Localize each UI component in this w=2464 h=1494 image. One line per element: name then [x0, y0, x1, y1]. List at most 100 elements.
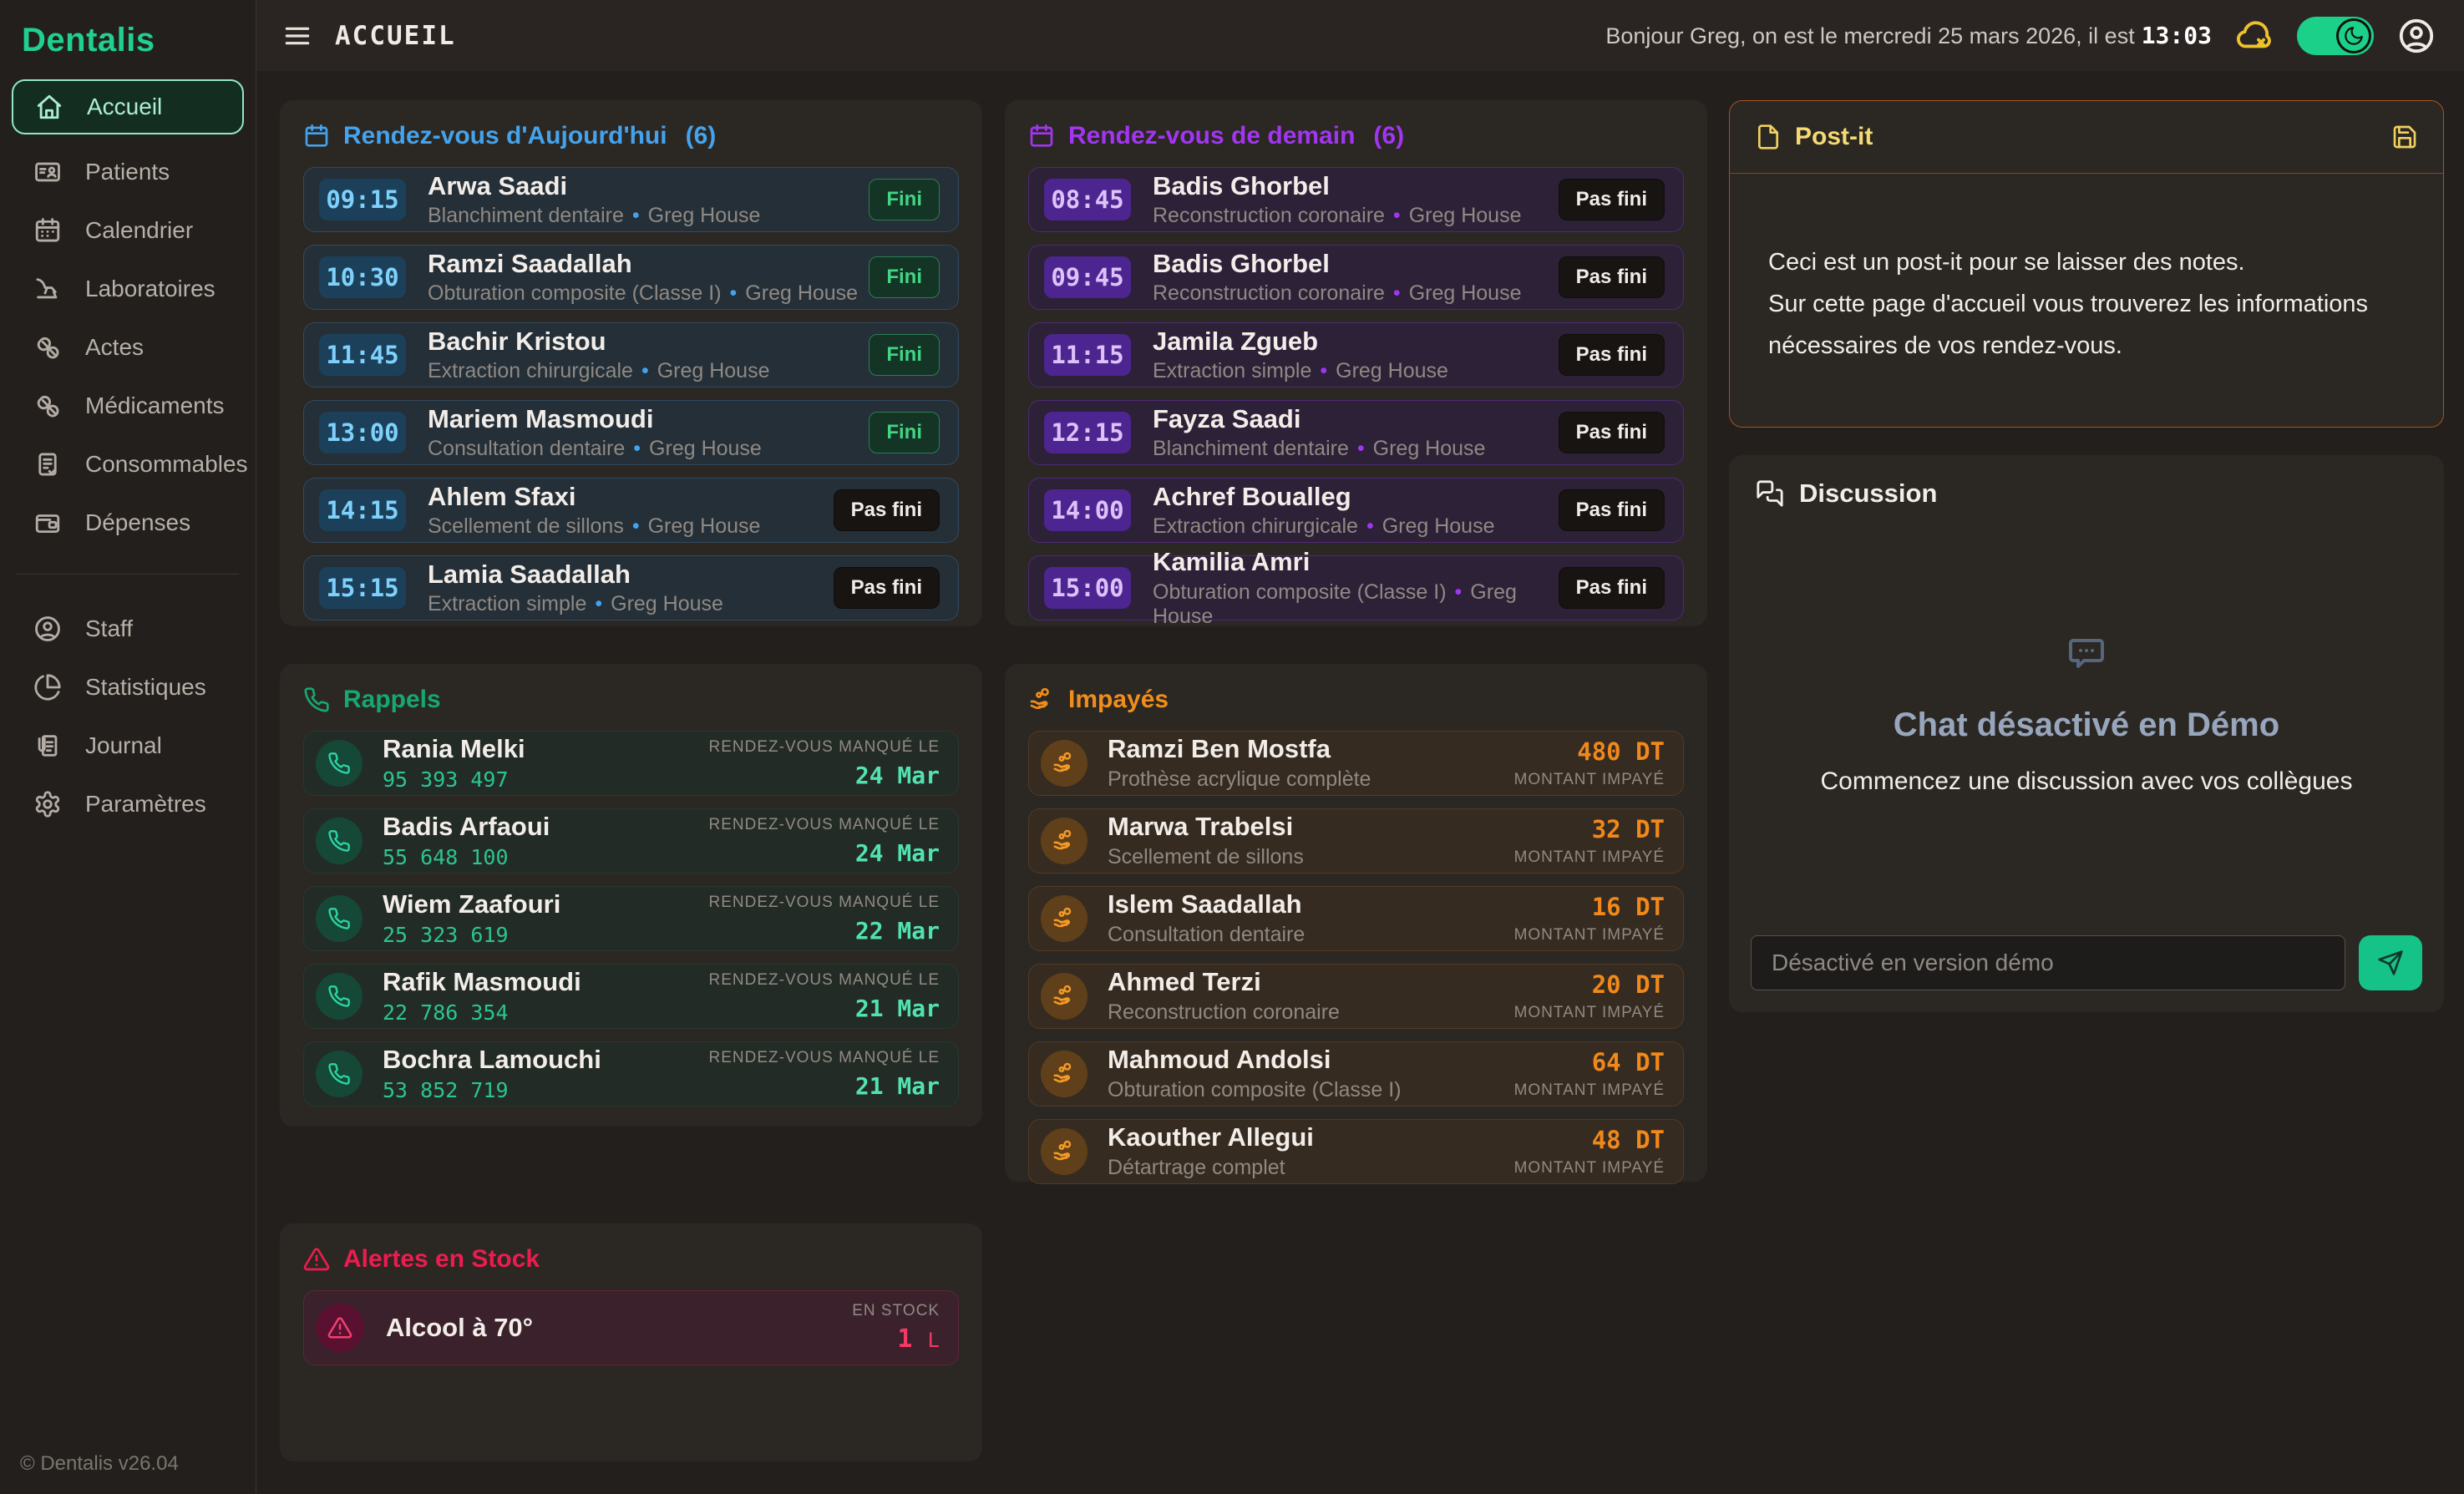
appointment-info: Ahlem Sfaxi Scellement de sillons • Greg H…	[428, 482, 834, 539]
pills-icon	[37, 395, 59, 418]
patient-name: Bochra Lamouchi	[383, 1044, 601, 1074]
sidebar-item-label: Consommables	[85, 451, 248, 477]
appointment-row[interactable]: 15:15 Lamia Saadallah Extraction simple •…	[303, 555, 959, 620]
patient-name: Mahmoud Andolsi	[1108, 1044, 1331, 1074]
patient-name: Lamia Saadallah	[428, 559, 631, 589]
rappel-info: Bochra Lamouchi 53 852 719	[383, 1044, 709, 1103]
impaye-info: Islem Saadallah Consultation dentaire	[1108, 889, 1514, 947]
dot-separator: •	[1392, 204, 1401, 228]
sidebar-item-staff[interactable]: Staff	[0, 600, 256, 658]
topbar-right: Bonjour Greg, on est le mercredi 25 mars…	[1605, 16, 2436, 55]
appointment-row[interactable]: 15:00 Kamilia Amri Obturation composite …	[1028, 547, 1684, 628]
appointment-subtitle: Extraction chirurgicale • Greg House	[1153, 514, 1559, 539]
sidebar-item-depenses[interactable]: Dépenses	[0, 494, 256, 552]
sidebar-item-consommables[interactable]: Consommables	[0, 435, 256, 494]
sidebar-item-accueil[interactable]: Accueil	[12, 79, 244, 134]
patient-name: Bachir Kristou	[428, 326, 606, 356]
user-circle-icon	[35, 616, 60, 641]
impaye-row[interactable]: Kaouther Allegui Détartrage complet 48 D…	[1028, 1119, 1684, 1184]
impaye-row[interactable]: Marwa Trabelsi Scellement de sillons 32 …	[1028, 808, 1684, 874]
appointment-row[interactable]: 13:00 Mariem Masmoudi Consultation denta…	[303, 400, 959, 465]
sidebar-item-journal[interactable]: Journal	[0, 717, 256, 775]
appointment-row[interactable]: 14:00 Achref Boualleg Extraction chirurg…	[1028, 478, 1684, 543]
hand-coins-icon	[1053, 1140, 1072, 1161]
patient-name: Kaouther Allegui	[1108, 1122, 1314, 1152]
phone-icon-circle	[316, 1051, 363, 1097]
stock-alerts-card: Alertes en Stock Alcool à 70° EN STOCK 1	[280, 1223, 982, 1461]
appointment-row[interactable]: 08:45 Badis Ghorbel Reconstruction coron…	[1028, 167, 1684, 232]
sidebar-item-laboratoires[interactable]: Laboratoires	[0, 260, 256, 318]
rappel-row[interactable]: Wiem Zaafouri 25 323 619 RENDEZ-VOUS MAN…	[303, 886, 959, 951]
rappel-row[interactable]: Rania Melki 95 393 497 RENDEZ-VOUS MANQU…	[303, 731, 959, 796]
phone-number: 95 393 497	[383, 767, 509, 793]
sidebar-item-label: Dépenses	[85, 509, 191, 535]
phone-icon-circle	[316, 740, 363, 787]
unpaid-label: MONTANT IMPAYÉ	[1513, 848, 1665, 866]
sidebar-item-statistiques[interactable]: Statistiques	[0, 658, 256, 717]
appointment-row[interactable]: 12:15 Fayza Saadi Blanchiment dentaire • G…	[1028, 400, 1684, 465]
appointment-info: Lamia Saadallah Extraction simple • Greg H…	[428, 560, 834, 617]
practitioner: Greg House	[1372, 437, 1486, 461]
card-title-text: Post-it	[1795, 123, 1873, 150]
rappel-row[interactable]: Rafik Masmoudi 22 786 354 RENDEZ-VOUS MA…	[303, 964, 959, 1029]
phone-number: 53 852 719	[383, 1078, 509, 1103]
chat-disabled-title: Chat désactivé en Démo	[1893, 706, 2280, 743]
sidebar-item-label: Accueil	[87, 94, 163, 119]
stock-alert-row[interactable]: Alcool à 70° EN STOCK 1 L	[303, 1290, 959, 1365]
dot-separator: •	[1454, 580, 1463, 604]
appointment-row[interactable]: 10:30 Ramzi Saadallah Obturation composi…	[303, 245, 959, 310]
appointment-info: Badis Ghorbel Reconstruction coronaire • G…	[1153, 249, 1559, 306]
hand-coins-icon	[1053, 985, 1072, 1005]
chat-message-input[interactable]	[1751, 935, 2345, 990]
rappel-row[interactable]: Badis Arfaoui 55 648 100 RENDEZ-VOUS MAN…	[303, 808, 959, 874]
appointment-row[interactable]: 09:45 Badis Ghorbel Reconstruction coron…	[1028, 245, 1684, 310]
sidebar-item-calendrier[interactable]: Calendrier	[0, 201, 256, 260]
missed-label: RENDEZ-VOUS MANQUÉ LE	[708, 970, 940, 989]
alert-triangle-icon	[327, 1317, 352, 1339]
sidebar-item-patients[interactable]: Patients	[0, 143, 256, 201]
impaye-row[interactable]: Mahmoud Andolsi Obturation composite (Cl…	[1028, 1041, 1684, 1107]
hamburger-icon[interactable]	[281, 20, 313, 52]
impaye-row[interactable]: Islem Saadallah Consultation dentaire 16…	[1028, 886, 1684, 951]
calendar-icon	[305, 124, 328, 147]
sidebar-item-actes[interactable]: Actes	[0, 318, 256, 377]
cloud-off-icon[interactable]	[2235, 17, 2274, 55]
dark-mode-toggle[interactable]	[2297, 16, 2374, 55]
hand-coins-icon-circle	[1041, 973, 1088, 1020]
impaye-row[interactable]: Ahmed Terzi Reconstruction coronaire 20 …	[1028, 964, 1684, 1029]
rappel-info: Badis Arfaoui 55 648 100	[383, 812, 709, 869]
impaye-row[interactable]: Ramzi Ben Mostfa Prothèse acrylique comp…	[1028, 731, 1684, 796]
status-badge: Pas fini	[1558, 489, 1665, 531]
appointment-subtitle: Reconstruction coronaire • Greg House	[1153, 204, 1559, 228]
missed-label: RENDEZ-VOUS MANQUÉ LE	[708, 1048, 940, 1066]
dot-separator: •	[595, 592, 603, 616]
appointment-row[interactable]: 09:15 Arwa Saadi Blanchiment dentaire • Gr…	[303, 167, 959, 232]
appointment-row[interactable]: 14:15 Ahlem Sfaxi Scellement de sillons •…	[303, 478, 959, 543]
status-badge: Pas fini	[833, 567, 940, 609]
status-badge: Pas fini	[833, 489, 940, 531]
appointment-info: Arwa Saadi Blanchiment dentaire • Greg Hou…	[428, 171, 869, 229]
appointment-subtitle: Extraction chirurgicale • Greg House	[428, 359, 869, 383]
sidebar-item-medicaments[interactable]: Médicaments	[0, 377, 256, 435]
stock-quantity: 1 L	[852, 1324, 940, 1354]
user-avatar-icon[interactable]	[2397, 17, 2436, 55]
journal-icon	[38, 735, 58, 757]
save-icon[interactable]	[2391, 124, 2418, 150]
clock-time: 13:03	[2141, 22, 2212, 49]
unpaid-amount: 48 DT	[1591, 1126, 1665, 1154]
postit-note-text[interactable]: Ceci est un post-it pour se laisser des …	[1730, 174, 2443, 367]
alert-triangle-icon	[303, 1248, 330, 1271]
appointment-row[interactable]: 11:45 Bachir Kristou Extraction chirurgi…	[303, 322, 959, 387]
practitioner: Greg House	[1336, 359, 1448, 383]
tomorrow-appointments-card: Rendez-vous de demain (6) 08:45 Badis Gh…	[1005, 100, 1707, 628]
appointment-row[interactable]: 11:15 Jamila Zgueb Extraction simple • Gre…	[1028, 322, 1684, 387]
rappel-info: Rania Melki 95 393 497	[383, 734, 709, 793]
sidebar-item-parametres[interactable]: Paramètres	[0, 775, 256, 833]
topbar: ACCUEIL Bonjour Greg, on est le mercredi…	[256, 0, 2464, 71]
send-message-button[interactable]	[2359, 935, 2422, 990]
hand-coins-icon-circle	[1041, 818, 1088, 864]
rappel-info: Wiem Zaafouri 25 323 619	[383, 889, 709, 947]
rappel-row[interactable]: Bochra Lamouchi 53 852 719 RENDEZ-VOUS M…	[303, 1041, 959, 1107]
missed-label: RENDEZ-VOUS MANQUÉ LE	[708, 893, 940, 911]
